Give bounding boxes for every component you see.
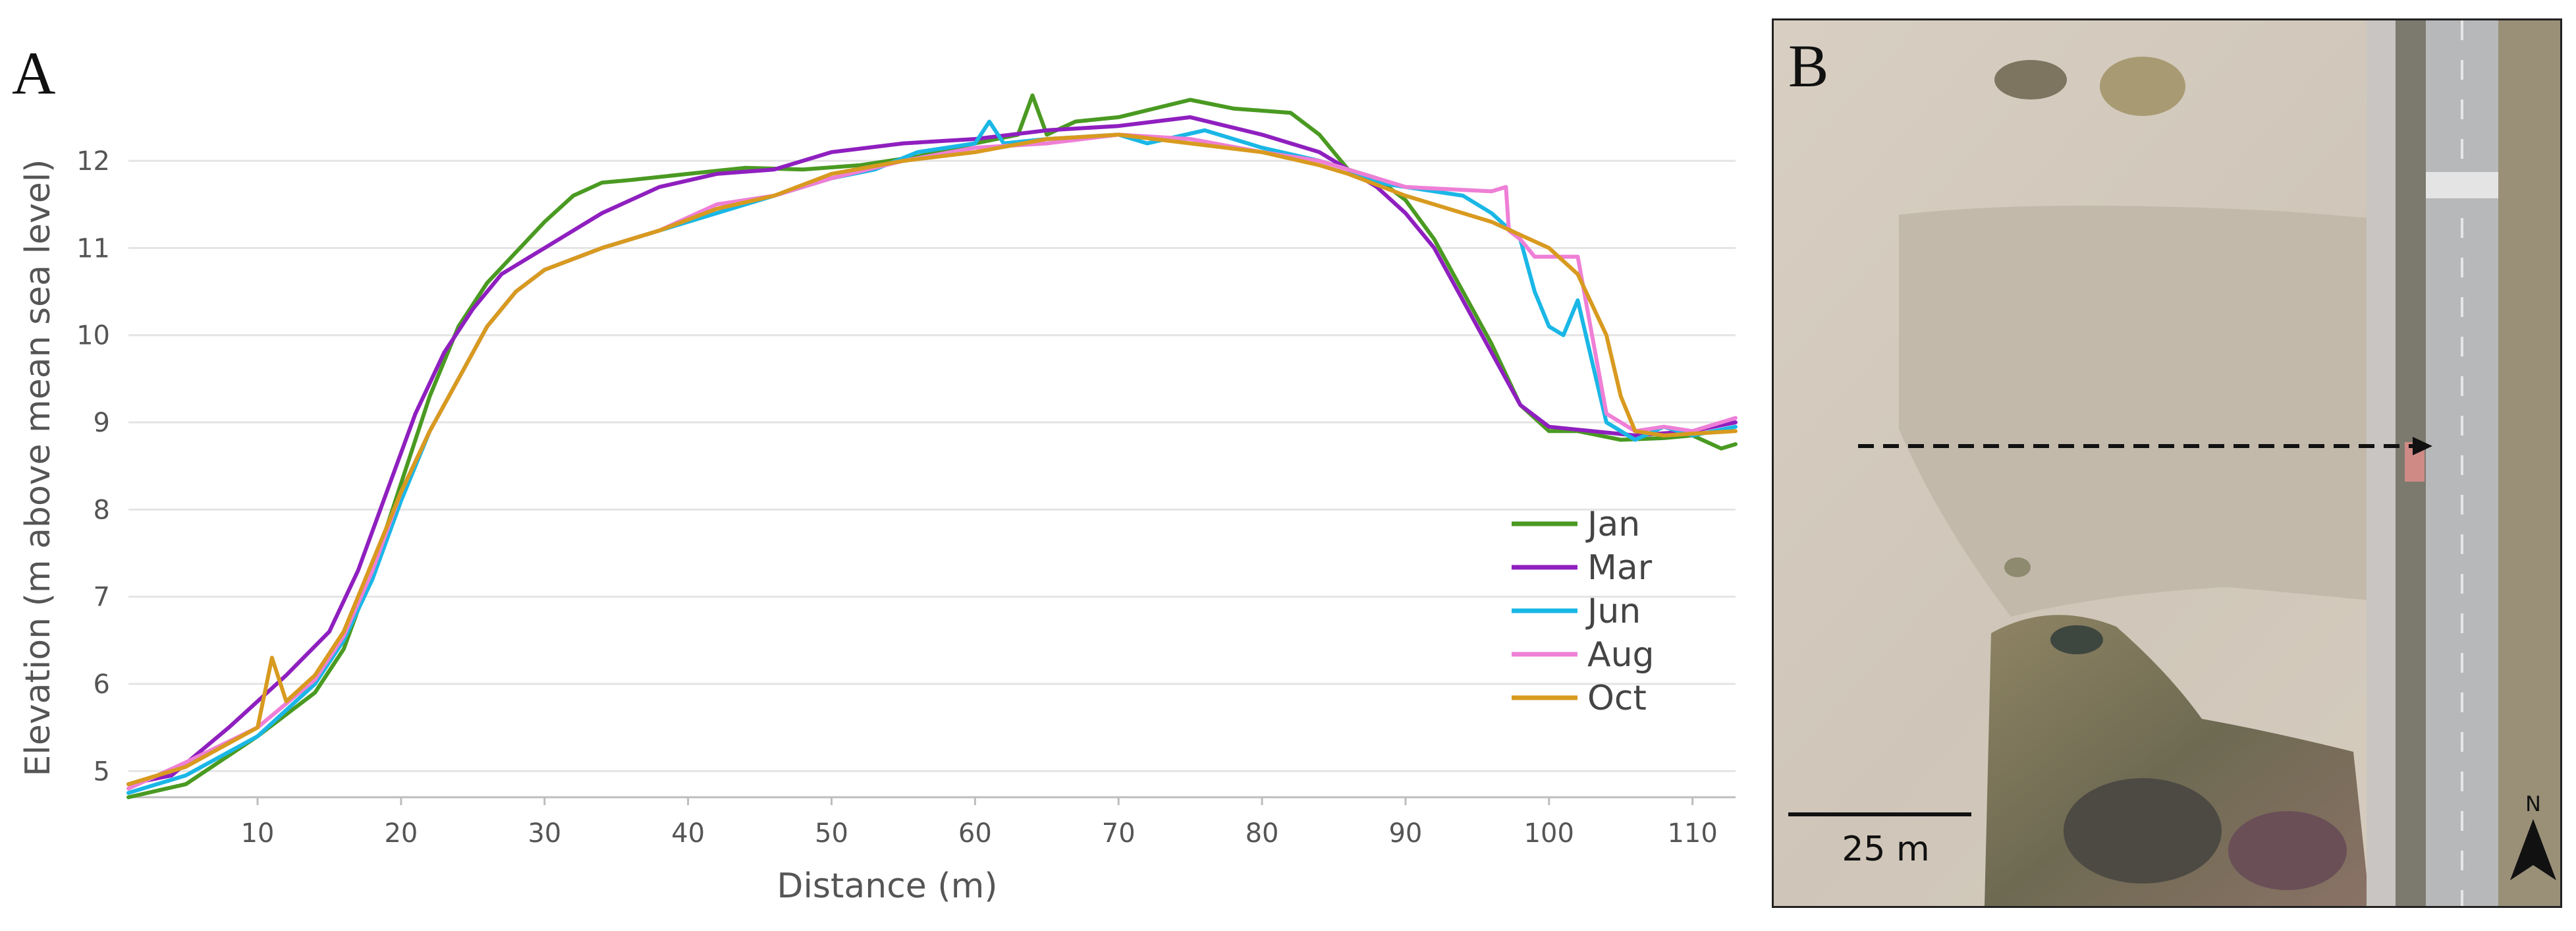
y-tick-label: 6 bbox=[94, 669, 110, 700]
y-tick-label: 12 bbox=[76, 146, 110, 177]
y-tick-label: 7 bbox=[94, 582, 110, 613]
elevation-chart: A 5 6 7 8 9 10 11 12 10 20 30 40 50 60 70 80 90 100 110 Ja… bbox=[12, 40, 1738, 906]
dark-shrub bbox=[2050, 625, 2103, 654]
scale-label: 25 m bbox=[1842, 830, 1929, 869]
y-tick-label: 11 bbox=[76, 233, 110, 264]
dark-shrub bbox=[2228, 811, 2347, 890]
arrow-head bbox=[2413, 437, 2432, 455]
panel-label-a: A bbox=[12, 40, 55, 107]
x-tick-label: 100 bbox=[1524, 818, 1574, 849]
legend-label-aug: Aug bbox=[1587, 635, 1655, 675]
elevation-chart-panel: A 5 6 7 8 9 10 11 12 10 20 30 40 50 60 70 80 90 100 110 Ja… bbox=[12, 40, 1738, 906]
aerial-map: B 25 m N bbox=[1774, 20, 2560, 906]
grid-lines bbox=[128, 159, 1736, 772]
x-tick-label: 70 bbox=[1102, 818, 1136, 849]
roadside-strip bbox=[2498, 20, 2560, 906]
legend-label-jan: Jan bbox=[1585, 505, 1640, 544]
axes: 5 6 7 8 9 10 11 12 10 20 30 40 50 60 70 80 90 100 110 bbox=[76, 146, 1736, 849]
x-tick-label: 60 bbox=[958, 818, 992, 849]
shrub-patch bbox=[2004, 557, 2031, 577]
series-line-oct bbox=[126, 132, 1738, 787]
series-lines bbox=[126, 93, 1738, 799]
legend-label-oct: Oct bbox=[1587, 679, 1647, 718]
road-shoulder bbox=[2367, 20, 2396, 906]
legend-label-mar: Mar bbox=[1587, 548, 1653, 588]
dune-plateau bbox=[1899, 206, 2370, 617]
x-tick-label: 20 bbox=[384, 818, 418, 849]
shrub-patch bbox=[2100, 57, 2185, 116]
x-tick-label: 50 bbox=[815, 818, 848, 849]
y-tick-label: 10 bbox=[76, 321, 110, 351]
series-line-mar bbox=[126, 115, 1738, 787]
series-line-jan bbox=[126, 93, 1738, 799]
x-tick-label: 30 bbox=[528, 818, 561, 849]
y-tick-label: 8 bbox=[94, 495, 110, 525]
y-tick-label: 9 bbox=[94, 408, 110, 438]
legend-label-jun: Jun bbox=[1585, 592, 1641, 631]
y-tick-label: 5 bbox=[94, 756, 110, 787]
shrub-patch bbox=[1994, 60, 2067, 99]
x-tick-label: 90 bbox=[1388, 818, 1422, 849]
aerial-map-panel: B 25 m N bbox=[1772, 18, 2562, 908]
north-label: N bbox=[2525, 791, 2541, 816]
x-tick-label: 110 bbox=[1667, 818, 1717, 849]
y-axis-title: Elevation (m above mean sea level) bbox=[18, 159, 58, 777]
crosswalk bbox=[2426, 172, 2498, 198]
x-tick-label: 40 bbox=[671, 818, 705, 849]
panel-label-b: B bbox=[1788, 32, 1828, 99]
north-arrow-icon bbox=[2510, 819, 2556, 880]
x-tick-label: 10 bbox=[241, 818, 275, 849]
x-tick-label: 80 bbox=[1246, 818, 1279, 849]
series-line-aug bbox=[126, 132, 1738, 791]
dark-shrub bbox=[2064, 778, 2222, 884]
legend: Jan Mar Jun Aug Oct bbox=[1512, 505, 1655, 718]
x-axis-title: Distance (m) bbox=[777, 866, 997, 906]
